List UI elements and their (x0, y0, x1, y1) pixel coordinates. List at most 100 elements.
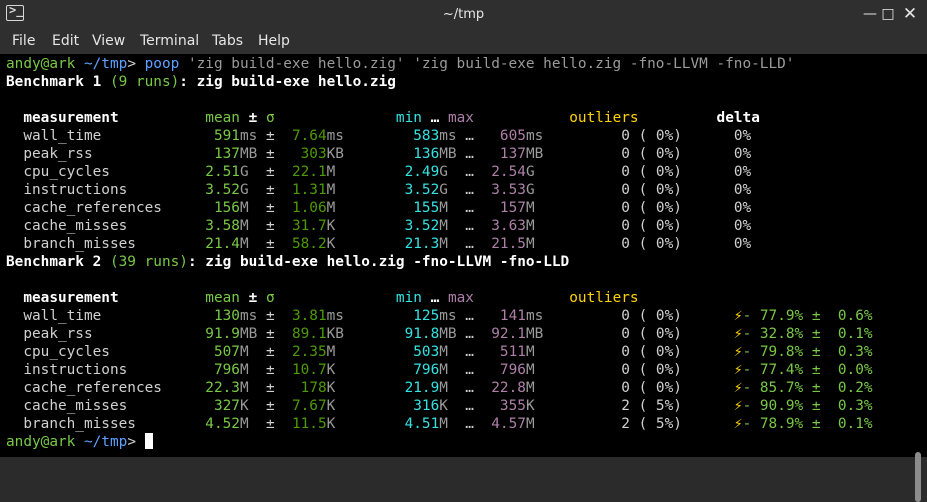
metric-mean: 3.58 (179, 218, 240, 234)
metric-name: cpu_cycles (23, 344, 171, 360)
metric-mean-unit: M (239, 200, 258, 216)
terminal-line: branch_misses 21.4M ± 58.2K 21.3M … 21.5… (6, 235, 873, 253)
prompt-sigil: > (127, 56, 145, 72)
close-button[interactable]: ✕ (902, 4, 918, 24)
metric-mean-unit: ms (239, 128, 258, 144)
col-outliers: outliers (569, 290, 639, 306)
terminal-line (6, 271, 873, 289)
metric-mean-unit: M (239, 362, 258, 378)
metric-max: 4.57 (482, 416, 526, 432)
metric-pm: ± (265, 398, 275, 414)
metric-max: 796 (482, 362, 526, 378)
title-bar: >_ ~/tmp — □ ✕ (0, 0, 927, 30)
col-ellipsis: … (430, 290, 440, 306)
menu-terminal[interactable]: Terminal (140, 33, 200, 49)
metric-sigma-unit: M (326, 344, 344, 360)
metric-min-unit: MB (439, 146, 457, 162)
menu-edit[interactable]: Edit (52, 33, 80, 49)
metric-sigma: 303 (283, 146, 327, 162)
metric-delta: 0% (733, 182, 752, 198)
metric-ellipsis: … (465, 344, 474, 360)
metric-max-unit: M (525, 416, 544, 432)
window-title: ~/tmp (442, 7, 485, 22)
metric-pm: ± (265, 146, 275, 162)
col-max: max (447, 290, 474, 306)
metric-outliers: 2 ( 5%) (603, 416, 682, 432)
menu-help[interactable]: Help (258, 33, 290, 49)
metric-min-unit: M (439, 380, 457, 396)
menu-view[interactable]: View (92, 33, 126, 49)
minimize-button[interactable]: — (863, 6, 877, 22)
metric-sigma-unit: M (326, 182, 344, 198)
metric-max-unit: M (525, 236, 544, 252)
metric-sigma-unit: K (326, 416, 344, 432)
col-delta: delta (716, 110, 760, 126)
menu-file[interactable]: File (12, 33, 36, 49)
metric-mean-unit: ms (239, 308, 258, 324)
metric-max-unit: M (525, 200, 544, 216)
metric-pm: ± (265, 182, 275, 198)
metric-name: cache_references (23, 200, 171, 216)
terminal-line: wall_time 130ms ± 3.81ms 125ms … 141ms 0… (6, 307, 872, 325)
col-sigma: σ (265, 290, 275, 306)
metric-mean-unit: MB (239, 326, 258, 342)
metric-pm: ± (265, 308, 275, 324)
metric-delta: 0% (733, 200, 752, 216)
metric-delta: - 90.9% ± 0.3% (742, 398, 873, 414)
metric-sigma: 3.81 (283, 308, 327, 324)
metric-name: wall_time (23, 308, 171, 324)
metric-sigma: 89.1 (283, 326, 327, 342)
metric-sigma: 1.31 (283, 182, 327, 198)
metric-max-unit: ms (525, 128, 544, 144)
maximize-button[interactable]: □ (881, 6, 895, 22)
terminal-output: andy@ark ~/tmp> poop 'zig build-exe hell… (6, 55, 873, 451)
metric-mean: 156 (179, 200, 240, 216)
metric-min-unit: ms (439, 308, 457, 324)
metric-min-unit: M (439, 416, 457, 432)
metric-min-unit: G (439, 182, 457, 198)
metric-max-unit: M (525, 218, 544, 234)
metric-pm: ± (265, 326, 275, 342)
metric-mean: 21.4 (179, 236, 240, 252)
terminal-line (6, 91, 873, 109)
metric-min: 316 (378, 398, 440, 414)
menu-tabs[interactable]: Tabs (212, 33, 243, 49)
metric-mean: 591 (179, 128, 240, 144)
metric-sigma-unit: KB (326, 146, 344, 162)
metric-max: 157 (482, 200, 526, 216)
metric-outliers: 0 ( 0%) (603, 236, 682, 252)
metric-min: 125 (378, 308, 440, 324)
metric-sigma-unit: K (326, 380, 344, 396)
metric-max: 605 (482, 128, 526, 144)
metric-mean-unit: G (239, 182, 258, 198)
metric-max: 141 (482, 308, 526, 324)
metric-min: 3.52 (378, 218, 440, 234)
terminal-line: cpu_cycles 507M ± 2.35M 503M … 511M 0 ( … (6, 343, 872, 361)
bolt-icon: ⚡ (733, 362, 743, 378)
metric-outliers: 0 ( 0%) (603, 164, 682, 180)
metric-min-unit: K (439, 398, 457, 414)
metric-name: instructions (23, 362, 171, 378)
metric-mean: 327 (179, 398, 240, 414)
cursor (144, 433, 153, 449)
metric-delta: 0% (733, 236, 752, 252)
col-ellipsis: … (430, 110, 440, 126)
metric-mean-unit: M (239, 218, 258, 234)
scrollbar-thumb[interactable] (915, 452, 921, 502)
metric-min-unit: M (439, 218, 457, 234)
metric-max-unit: M (525, 362, 544, 378)
metric-sigma-unit: ms (326, 128, 344, 144)
metric-name: cache_references (23, 380, 171, 396)
terminal-area[interactable]: andy@ark ~/tmp> poop 'zig build-exe hell… (0, 54, 927, 502)
terminal-line: Benchmark 2 (39 runs): zig build-exe hel… (6, 253, 873, 271)
metric-ellipsis: … (465, 146, 474, 162)
prompt-user: andy@ark (6, 56, 76, 72)
metric-min-unit: G (439, 164, 457, 180)
metric-sigma: 10.7 (283, 362, 327, 378)
terminal-line: instructions 796M ± 10.7K 796M … 796M 0 … (6, 361, 872, 379)
metric-min: 4.51 (378, 416, 440, 432)
metric-min: 155 (378, 200, 440, 216)
metric-max-unit: K (525, 398, 544, 414)
col-sigma: σ (265, 110, 275, 126)
bolt-icon: ⚡ (733, 380, 743, 396)
